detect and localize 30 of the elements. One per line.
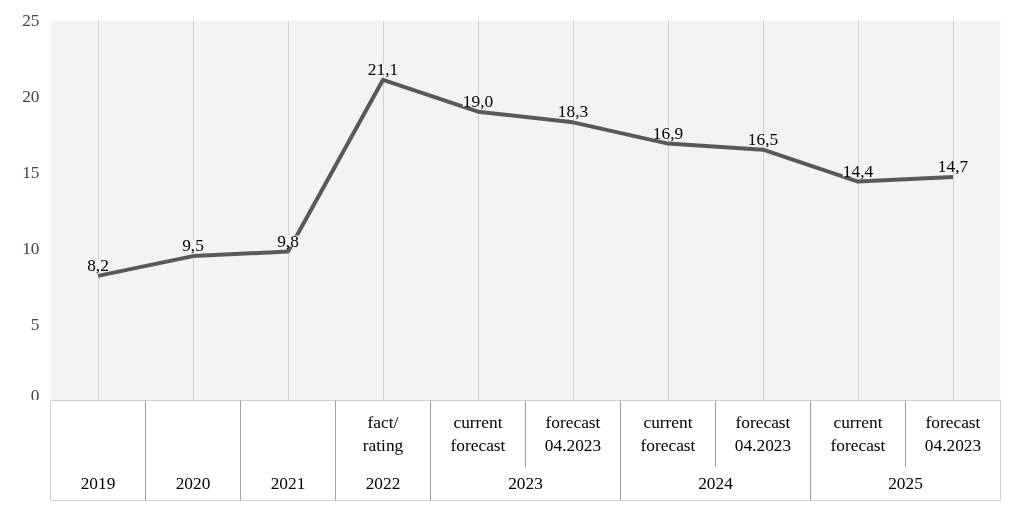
x-tick-label: current forecast	[640, 412, 696, 455]
y-tick-label: 5	[30, 315, 40, 334]
text: 2024	[698, 474, 734, 494]
y-tick-label: 15	[22, 163, 40, 182]
data-label: 9,5	[182, 236, 204, 256]
y-tick-label: 0	[30, 385, 40, 405]
data-label: 18,3	[557, 102, 589, 122]
data-label: 9,8	[277, 231, 299, 251]
text: 2019	[80, 474, 116, 494]
text: 2020	[175, 474, 211, 494]
data-label: 21,1	[367, 59, 399, 79]
y-tick-label: 20	[22, 87, 40, 106]
x-tick-label: forecast 04.2023	[734, 412, 792, 455]
text: 2022	[365, 474, 401, 494]
x-tick-label: current forecast	[830, 412, 886, 455]
x-tick-label: forecast 04.2023	[544, 412, 602, 455]
data-label: 8,2	[87, 255, 109, 275]
x-tick-label: forecast 04.2023	[924, 412, 982, 455]
x-tick-label: fact/ rating	[362, 412, 404, 455]
data-label: 19,0	[462, 91, 494, 111]
y-tick-label: 10	[22, 239, 40, 258]
data-label: 14,4	[842, 161, 874, 181]
text: 2021	[270, 474, 306, 494]
data-label: 16,9	[652, 123, 684, 143]
data-label: 16,5	[747, 129, 779, 149]
text: 2025	[888, 474, 923, 494]
y-tick-label: 25	[22, 11, 40, 30]
text: 2023	[508, 474, 543, 494]
x-tick-label: current forecast	[450, 412, 506, 455]
data-label: 14,7	[937, 157, 969, 177]
